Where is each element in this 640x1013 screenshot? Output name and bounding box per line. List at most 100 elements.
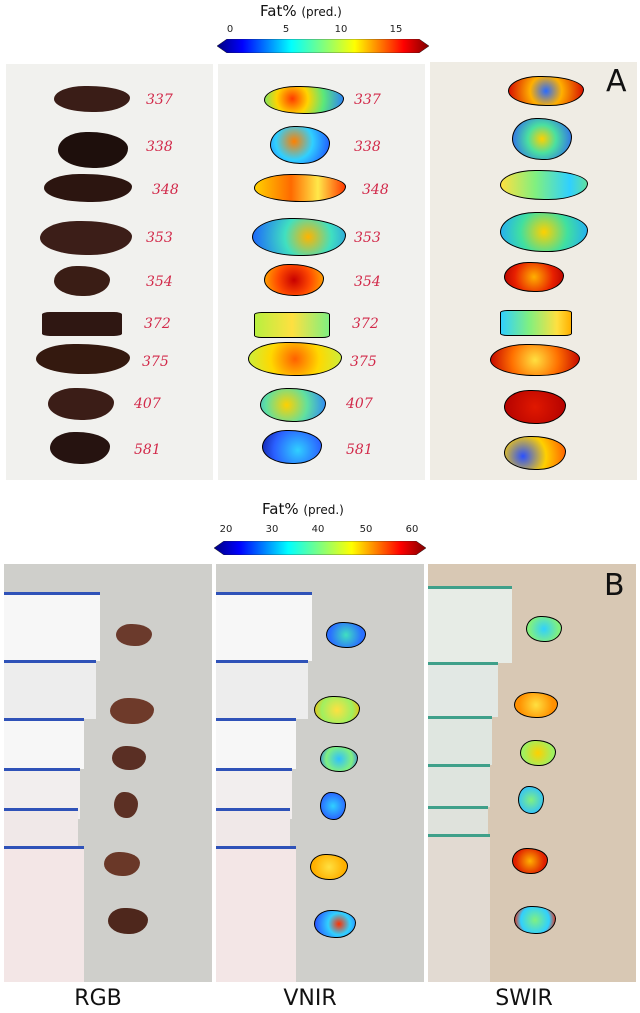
panel-b-swir: B	[428, 564, 636, 982]
tissue-heatmap	[490, 344, 580, 376]
sample-label: 337	[146, 92, 173, 108]
colorbar-b-ticks: 20 30 40 50 60	[0, 524, 640, 538]
sample-bag	[4, 592, 100, 661]
tissue-heatmap	[254, 312, 330, 338]
tissue-heatmap	[518, 786, 544, 814]
tissue-heatmap	[252, 218, 346, 256]
tissue-sample	[112, 746, 146, 770]
column-label-rgb: RGB	[74, 986, 122, 1011]
sample-label: 338	[354, 139, 381, 155]
sample-label: 338	[146, 139, 173, 155]
sample-bag	[428, 764, 490, 807]
colorbar-a	[217, 39, 429, 53]
colorbar-b-tick: 60	[405, 524, 419, 535]
tissue-sample	[50, 432, 110, 464]
colorbar-b-tick: 20	[219, 524, 233, 535]
tissue-heatmap	[500, 170, 588, 200]
sample-label: 348	[152, 182, 179, 198]
sample-label: 581	[134, 442, 161, 458]
tissue-heatmap	[310, 854, 348, 880]
sample-label: 353	[146, 230, 173, 246]
sample-bag	[216, 846, 296, 982]
sample-label: 375	[350, 354, 377, 370]
tissue-heatmap	[264, 264, 324, 296]
column-label-vnir: VNIR	[283, 986, 337, 1011]
tissue-sample	[116, 624, 152, 646]
tissue-sample	[114, 792, 138, 818]
tissue-heatmap	[504, 262, 564, 292]
sample-bag	[216, 808, 290, 847]
tissue-heatmap	[504, 390, 566, 424]
panel-a-vnir: 337 338 348 353 354 372 375 407 581	[218, 64, 425, 480]
sample-bag	[428, 806, 488, 835]
tissue-heatmap	[314, 910, 356, 938]
sample-bag	[216, 660, 308, 719]
tissue-heatmap	[260, 388, 326, 422]
tissue-heatmap	[514, 906, 556, 934]
tissue-heatmap	[320, 746, 358, 772]
tissue-sample	[110, 698, 154, 724]
sample-bag	[428, 662, 498, 717]
colorbar-a-tick: 10	[334, 24, 348, 35]
tissue-heatmap	[500, 310, 572, 336]
colorbar-b-tick: 30	[265, 524, 279, 535]
column-label-swir: SWIR	[495, 986, 553, 1011]
sample-bag	[4, 660, 96, 719]
tissue-sample	[54, 86, 130, 112]
sample-bag	[4, 808, 78, 847]
tissue-heatmap	[254, 174, 346, 202]
sample-label: 407	[346, 396, 373, 412]
sample-bag	[428, 716, 492, 765]
colorbar-a-ticks: 0 5 10 15	[0, 24, 640, 38]
panel-b-rgb	[4, 564, 212, 982]
panel-a-swir: A	[430, 62, 637, 480]
tissue-heatmap	[504, 436, 566, 470]
sample-bag	[4, 718, 84, 769]
sample-label: 348	[362, 182, 389, 198]
sample-label: 581	[346, 442, 373, 458]
tissue-sample	[54, 266, 110, 296]
sample-label: 353	[354, 230, 381, 246]
colorbar-b-title: Fat% (pred.)	[262, 500, 344, 518]
sample-bag	[428, 834, 490, 982]
tissue-sample	[104, 852, 140, 876]
tissue-heatmap	[512, 848, 548, 874]
sample-label: 375	[142, 354, 169, 370]
tissue-sample	[48, 388, 114, 420]
sample-bag	[4, 846, 84, 982]
colorbar-b	[214, 541, 426, 555]
tissue-heatmap	[248, 342, 342, 376]
colorbar-a-tick: 15	[389, 24, 403, 35]
panel-b-vnir	[216, 564, 424, 982]
tissue-sample	[44, 174, 132, 202]
tissue-heatmap	[320, 792, 346, 820]
tissue-heatmap	[326, 622, 366, 648]
tissue-heatmap	[262, 430, 322, 464]
tissue-heatmap	[264, 86, 344, 114]
tissue-heatmap	[514, 692, 558, 718]
tissue-sample	[58, 132, 128, 168]
sample-bag	[428, 586, 512, 663]
tissue-heatmap	[520, 740, 556, 766]
tissue-heatmap	[314, 696, 360, 724]
sample-bag	[216, 592, 312, 661]
sample-label: 372	[144, 316, 171, 332]
tissue-heatmap	[508, 76, 584, 106]
colorbar-a-title: Fat% (pred.)	[260, 2, 342, 20]
colorbar-a-tick: 0	[226, 24, 234, 35]
panel-a-rgb: 337 338 348 353 354 372 375 407 581	[6, 64, 213, 480]
tissue-heatmap	[512, 118, 572, 160]
sample-label: 354	[146, 274, 173, 290]
panel-a-letter: A	[606, 64, 627, 99]
tissue-heatmap	[500, 212, 588, 252]
tissue-sample	[108, 908, 148, 934]
panel-b-letter: B	[604, 568, 625, 603]
colorbar-b-tick: 40	[311, 524, 325, 535]
sample-bag	[216, 718, 296, 769]
tissue-heatmap	[270, 126, 330, 164]
colorbar-a-tick: 5	[282, 24, 290, 35]
sample-label: 407	[134, 396, 161, 412]
sample-label: 337	[354, 92, 381, 108]
sample-label: 372	[352, 316, 379, 332]
tissue-sample	[40, 221, 132, 255]
